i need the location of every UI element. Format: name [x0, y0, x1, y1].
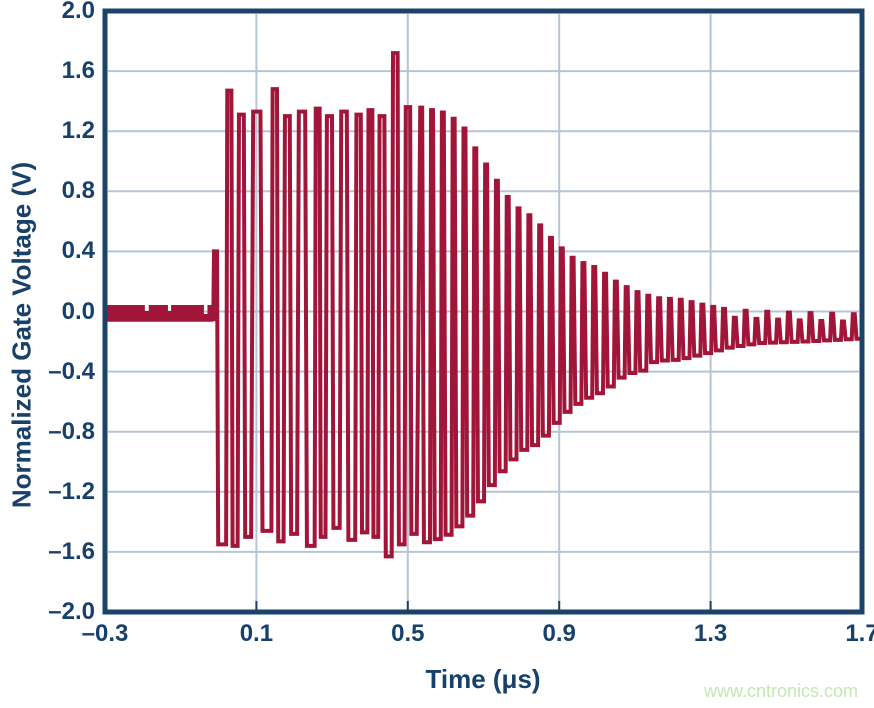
y-axis-title: Normalized Gate Voltage (V) — [6, 161, 37, 509]
baseline-band — [104, 304, 213, 322]
x-axis-title: Time (μs) — [425, 664, 541, 694]
x-tick-label: 1.7 — [845, 620, 874, 647]
plot-border — [102, 8, 865, 615]
y-tick-label: 0.0 — [61, 297, 95, 325]
axis-tick-marks — [255, 601, 712, 610]
y-tick-label: 0.8 — [61, 177, 95, 205]
x-tick-label: 0.9 — [542, 620, 576, 647]
watermark-text: www.cntronics.com — [703, 681, 858, 701]
y-tick-label: 1.6 — [61, 57, 95, 85]
y-tick-label: –1.6 — [48, 537, 95, 565]
y-tick-label: –0.8 — [48, 417, 95, 445]
x-tick-label: –0.3 — [81, 620, 129, 647]
gate-voltage-trace — [211, 51, 864, 559]
y-tick-label: –1.2 — [48, 477, 95, 505]
x-tick-label: 1.3 — [693, 620, 728, 647]
waveform-trace — [104, 51, 864, 559]
y-tick-label: 1.2 — [61, 117, 95, 145]
x-tick-label: 0.1 — [239, 620, 274, 647]
y-tick-label: 0.4 — [61, 237, 95, 265]
y-tick-label: –2.0 — [48, 598, 95, 625]
y-tick-label: 2.0 — [61, 0, 95, 24]
y-tick-label: –0.4 — [48, 357, 95, 385]
x-tick-label: 0.5 — [391, 620, 425, 647]
